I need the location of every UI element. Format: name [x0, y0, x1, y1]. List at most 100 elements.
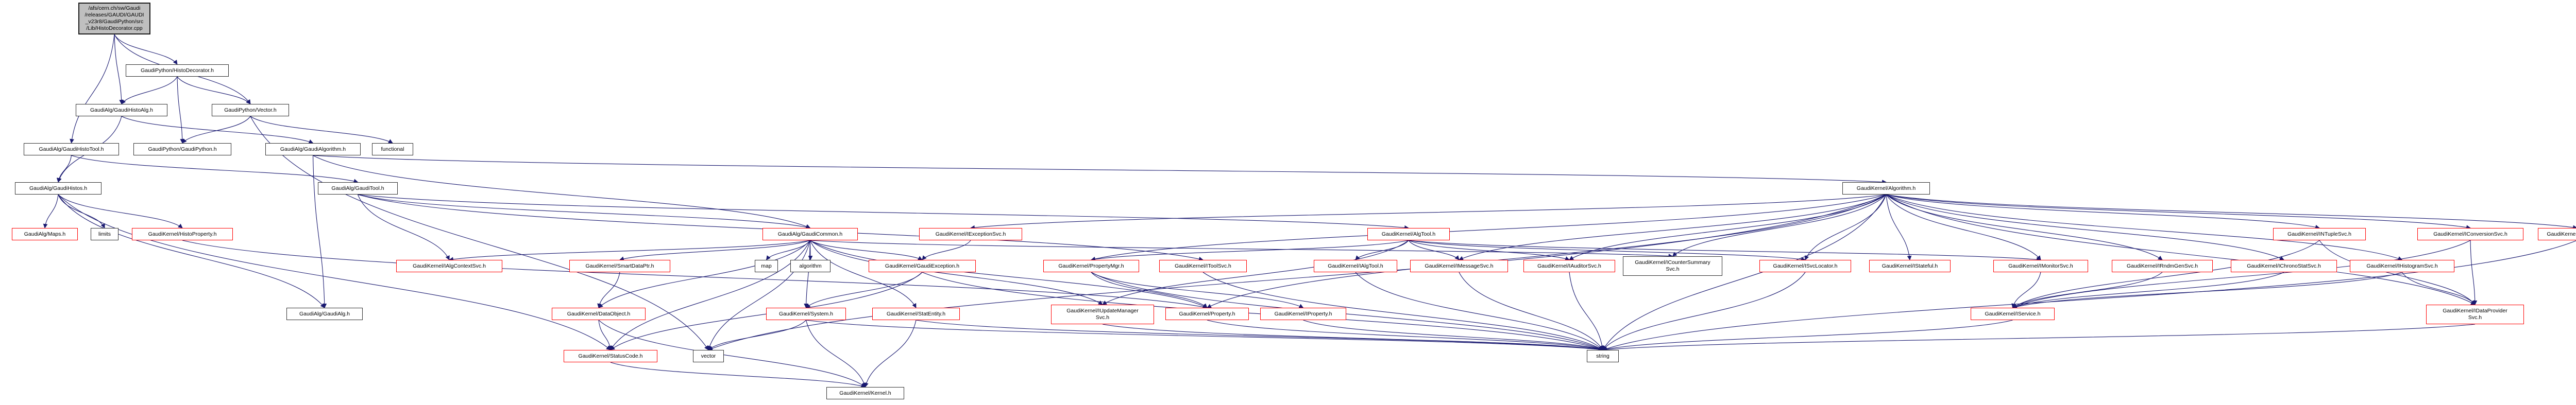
graph-node-string_std[interactable]: string	[1587, 350, 1619, 362]
edge-statentity--kernel	[864, 320, 917, 388]
edge-itoolsvc--string_std	[1202, 272, 1603, 350]
edge-system--kernel	[805, 320, 867, 388]
graph-node-statentity[interactable]: GaudiKernel/StatEntity.h	[872, 308, 960, 320]
graph-node-functional[interactable]: functional	[372, 143, 413, 155]
edge-gaudihistos--maps	[43, 194, 59, 228]
graph-node-map[interactable]: map	[755, 260, 778, 272]
graph-node-gaudialgorithm[interactable]: GaudiAlg/GaudiAlgorithm.h	[265, 143, 361, 155]
edge-property--string_std	[1207, 320, 1603, 351]
edge-gaudicommon--smartdataptr	[619, 240, 810, 261]
graph-node-gaudihistos[interactable]: GaudiAlg/GaudiHistos.h	[15, 182, 101, 195]
graph-node-ialgcontextsvc[interactable]: GaudiKernel/IAlgContextSvc.h	[396, 260, 502, 272]
graph-node-isvclocator[interactable]: GaudiKernel/ISvcLocator.h	[1759, 260, 1851, 272]
graph-node-icountersummarysvc[interactable]: GaudiKernel/ICounterSummary Svc.h	[1623, 256, 1722, 276]
graph-node-iproperty[interactable]: GaudiKernel/IProperty.h	[1260, 308, 1346, 320]
graph-node-itoolsvc[interactable]: GaudiKernel/IToolSvc.h	[1159, 260, 1247, 272]
edge-ihistogramsvc--iservice	[2012, 272, 2402, 309]
edge-algtool--imessagesvc	[1408, 240, 1460, 260]
edge-gaudicommon--ialgcontextsvc	[449, 240, 810, 262]
edge-gaudihistotool--gauditool	[71, 155, 359, 184]
edge-ialgtool--string_std	[1355, 272, 1603, 350]
edge-gaudihistotool--gaudihistos	[56, 155, 72, 183]
graph-node-idataprovidersvc[interactable]: GaudiKernel/IDataProvider Svc.h	[2426, 305, 2524, 324]
edge-gaudihistoalg--gaudialgorithm	[121, 116, 314, 144]
graph-node-iconversionsvc[interactable]: GaudiKernel/IConversionSvc.h	[2417, 228, 2523, 240]
edge-algtool--isvclocator	[1408, 240, 1806, 262]
edge-algorithm_h--ialgorithm	[1886, 194, 2576, 230]
graph-node-vector_std[interactable]: vector	[693, 350, 724, 362]
edge-algorithm_h--icountersummarysvc	[1672, 194, 1887, 257]
graph-node-gaudicommon[interactable]: GaudiAlg/GaudiCommon.h	[762, 228, 858, 240]
graph-node-statuscode[interactable]: GaudiKernel/StatusCode.h	[564, 350, 657, 362]
graph-node-histoproperty[interactable]: GaudiKernel/HistoProperty.h	[132, 228, 233, 240]
graph-node-histodecorator_h[interactable]: GaudiPython/HistoDecorator.h	[126, 64, 229, 77]
graph-node-ihistogramsvc[interactable]: GaudiKernel/IHistogramSvc.h	[2350, 260, 2454, 272]
edge-gaudihistos--histoproperty	[58, 194, 183, 228]
edge-algorithm_h--propertymgr	[1091, 194, 1887, 261]
edge-ialgorithm--string_std	[1602, 240, 2576, 351]
edge-algtool--ialgtool	[1355, 240, 1409, 260]
graph-node-algtool[interactable]: GaudiKernel/AlgTool.h	[1367, 228, 1450, 240]
graph-node-vector_h[interactable]: GaudiPython/Vector.h	[212, 104, 289, 116]
edge-algorithm_h--idataprovidersvc	[1886, 194, 2476, 305]
edge-ihistogramsvc--idataprovidersvc	[2402, 272, 2476, 305]
edge-vector_h--gaudipython_h	[182, 116, 251, 144]
graph-node-root[interactable]: /afs/cern.ch/sw/Gaudi /releases/GAUDI/GA…	[78, 3, 150, 34]
edge-iauditorsvc--string_std	[1569, 272, 1605, 350]
edge-histodecorator_h--gaudipython_h	[177, 76, 185, 144]
edge-imessagesvc--string_std	[1459, 272, 1603, 350]
edge-gaudicommon--statuscode	[610, 240, 810, 350]
edge-gauditool--gaudicommon	[358, 194, 811, 230]
edge-root--gaudihistoalg	[114, 34, 124, 104]
graph-node-irndmgensvc[interactable]: GaudiKernel/IRndmGenSvc.h	[2112, 260, 2213, 272]
edge-gaudihistos--gaudialg_h	[58, 194, 325, 308]
graph-node-intuplesvc[interactable]: GaudiKernel/INTupleSvc.h	[2273, 228, 2366, 240]
edge-system--string_std	[806, 320, 1603, 352]
edge-propertymgr--string_std	[1091, 272, 1603, 350]
graph-node-ialgorithm[interactable]: GaudiKernel/IAlgorithm.h	[2538, 228, 2576, 240]
graph-node-imonitorsvc[interactable]: GaudiKernel/IMonitorSvc.h	[1993, 260, 2088, 272]
edge-gaudicommon--dataobject	[598, 240, 810, 308]
edge-imonitorsvc--iservice	[2011, 272, 2041, 308]
graph-node-propertymgr[interactable]: GaudiKernel/PropertyMgr.h	[1043, 260, 1139, 272]
graph-node-gauditool[interactable]: GaudiAlg/GaudiTool.h	[318, 182, 398, 195]
graph-node-limits[interactable]: limits	[91, 228, 118, 240]
edge-gaudicommon--icountersummarysvc	[810, 240, 1673, 258]
graph-node-gaudiexception[interactable]: GaudiKernel/GaudiException.h	[869, 260, 976, 272]
graph-node-ialgtool[interactable]: GaudiKernel/IAlgTool.h	[1314, 260, 1397, 272]
edge-ichronostatsvc--iservice	[2012, 272, 2284, 309]
graph-node-iauditorsvc[interactable]: GaudiKernel/IAuditorSvc.h	[1523, 260, 1615, 272]
edge-algorithm_h--vector_std	[708, 194, 1887, 351]
graph-node-property[interactable]: GaudiKernel/Property.h	[1165, 308, 1249, 320]
graph-node-istateful[interactable]: GaudiKernel/IStateful.h	[1869, 260, 1951, 272]
graph-node-gaudipython_h[interactable]: GaudiPython/GaudiPython.h	[133, 143, 231, 155]
edge-root--histodecorator_h	[114, 34, 178, 65]
edge-algorithm_h--iexceptionsvc	[970, 194, 1887, 230]
graph-node-smartdataptr[interactable]: GaudiKernel/SmartDataPtr.h	[569, 260, 670, 272]
graph-node-imessagesvc[interactable]: GaudiKernel/IMessageSvc.h	[1410, 260, 1508, 272]
graph-node-iexceptionsvc[interactable]: GaudiKernel/IExceptionSvc.h	[919, 228, 1022, 240]
graph-node-gaudialg_h[interactable]: GaudiAlg/GaudiAlg.h	[286, 308, 363, 320]
graph-node-dataobject[interactable]: GaudiKernel/DataObject.h	[552, 308, 646, 320]
graph-node-system[interactable]: GaudiKernel/System.h	[766, 308, 846, 320]
graph-node-gaudihistoalg[interactable]: GaudiAlg/GaudiHistoAlg.h	[76, 104, 167, 116]
graph-node-ichronostatsvc[interactable]: GaudiKernel/IChronoStatSvc.h	[2231, 260, 2337, 272]
edge-algorithm_h--ichronostatsvc	[1886, 194, 2284, 260]
graph-node-kernel[interactable]: GaudiKernel/Kernel.h	[826, 387, 904, 399]
edge-gauditool--itoolsvc	[358, 194, 1204, 261]
graph-node-iservice[interactable]: GaudiKernel/IService.h	[1971, 308, 2055, 320]
graph-node-algorithm_std[interactable]: algorithm	[790, 260, 831, 272]
graph-node-algorithm_h[interactable]: GaudiKernel/Algorithm.h	[1842, 182, 1930, 195]
graph-node-gaudihistotool[interactable]: GaudiAlg/GaudiHistoTool.h	[24, 143, 119, 155]
edge-gaudialgorithm--gaudicommon	[313, 155, 811, 228]
graph-node-iupdatemanagersvc[interactable]: GaudiKernel/IUpdateManager Svc.h	[1051, 305, 1154, 324]
edge-algtool--propertymgr	[1091, 240, 1409, 261]
edge-system--vector_std	[708, 320, 806, 350]
edge-dataobject--kernel	[598, 320, 866, 388]
edge-algorithm_h--iconversionsvc	[1886, 194, 2471, 230]
edge-statentity--string_std	[916, 320, 1603, 352]
edge-algorithm_h--isvclocator	[1804, 194, 1887, 260]
edge-histoproperty--property	[182, 240, 1208, 309]
edge-algorithm_h--imonitorsvc	[1886, 194, 2041, 260]
graph-node-maps[interactable]: GaudiAlg/Maps.h	[12, 228, 78, 240]
